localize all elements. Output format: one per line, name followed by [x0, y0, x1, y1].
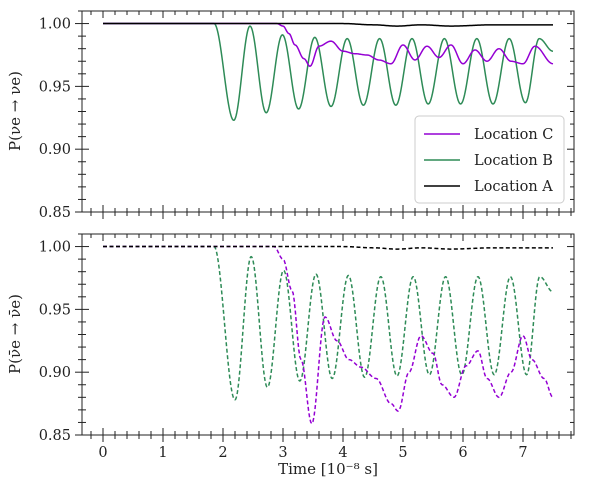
top-series-location-c: [103, 22, 554, 68]
bottom-plot-frame: [81, 233, 575, 436]
top-y-tick-label: 0.85: [39, 205, 71, 221]
bottom-y-axis-title: P(ν̄e → ν̄e): [6, 294, 24, 374]
top-series-location-b: [102, 22, 554, 122]
bottom-series-layer: [102, 245, 554, 425]
bottom-y-tick-label: 0.95: [39, 302, 71, 318]
legend-label-location-a: Location A: [474, 179, 553, 195]
bottom-y-tick-label: 1.00: [39, 240, 71, 256]
legend-label-location-c: Location C: [474, 127, 553, 143]
bottom-ticks: 0 1 2 3 4 5 6 7 0.85 0.90 0.95 1.00: [39, 233, 574, 461]
legend-label-location-b: Location B: [474, 153, 553, 169]
top-y-tick-label: 0.90: [39, 142, 71, 158]
x-axis-title: Time [10⁻⁸ s]: [278, 460, 378, 478]
top-y-tick-label: 0.95: [39, 79, 71, 95]
bottom-y-tick-label: 0.85: [39, 428, 71, 444]
top-series-layer: [102, 22, 554, 122]
top-series-location-a: [103, 22, 553, 27]
bottom-y-tick-label: 0.90: [39, 365, 71, 381]
bottom-x-tick-label: 7: [518, 445, 527, 461]
bottom-x-tick-label: 5: [398, 445, 407, 461]
legend: Location C Location B Location A: [414, 115, 565, 204]
bottom-panel: 0 1 2 3 4 5 6 7 0.85 0.90 0.95 1.00 P(ν̄e → ν̄e) Ti…: [6, 233, 575, 478]
bottom-x-tick-label: 0: [98, 445, 107, 461]
bottom-x-tick-label: 3: [278, 445, 287, 461]
legend-frame: [414, 115, 565, 204]
bottom-series-location-b: [102, 245, 554, 401]
bottom-x-tick-label: 1: [158, 445, 167, 461]
top-y-tick-label: 1.00: [39, 17, 71, 33]
bottom-x-tick-label: 2: [218, 445, 227, 461]
bottom-x-tick-label: 4: [338, 445, 347, 461]
top-ticks: 0.85 0.90 0.95 1.00: [39, 10, 574, 221]
top-y-axis-title: P(νe → νe): [6, 71, 24, 151]
top-panel: 0.85 0.90 0.95 1.00 P(νe → νe) Location C L…: [6, 10, 575, 221]
bottom-series-location-c: [103, 245, 554, 425]
bottom-series-location-a: [103, 245, 553, 250]
bottom-x-tick-label: 6: [458, 445, 467, 461]
